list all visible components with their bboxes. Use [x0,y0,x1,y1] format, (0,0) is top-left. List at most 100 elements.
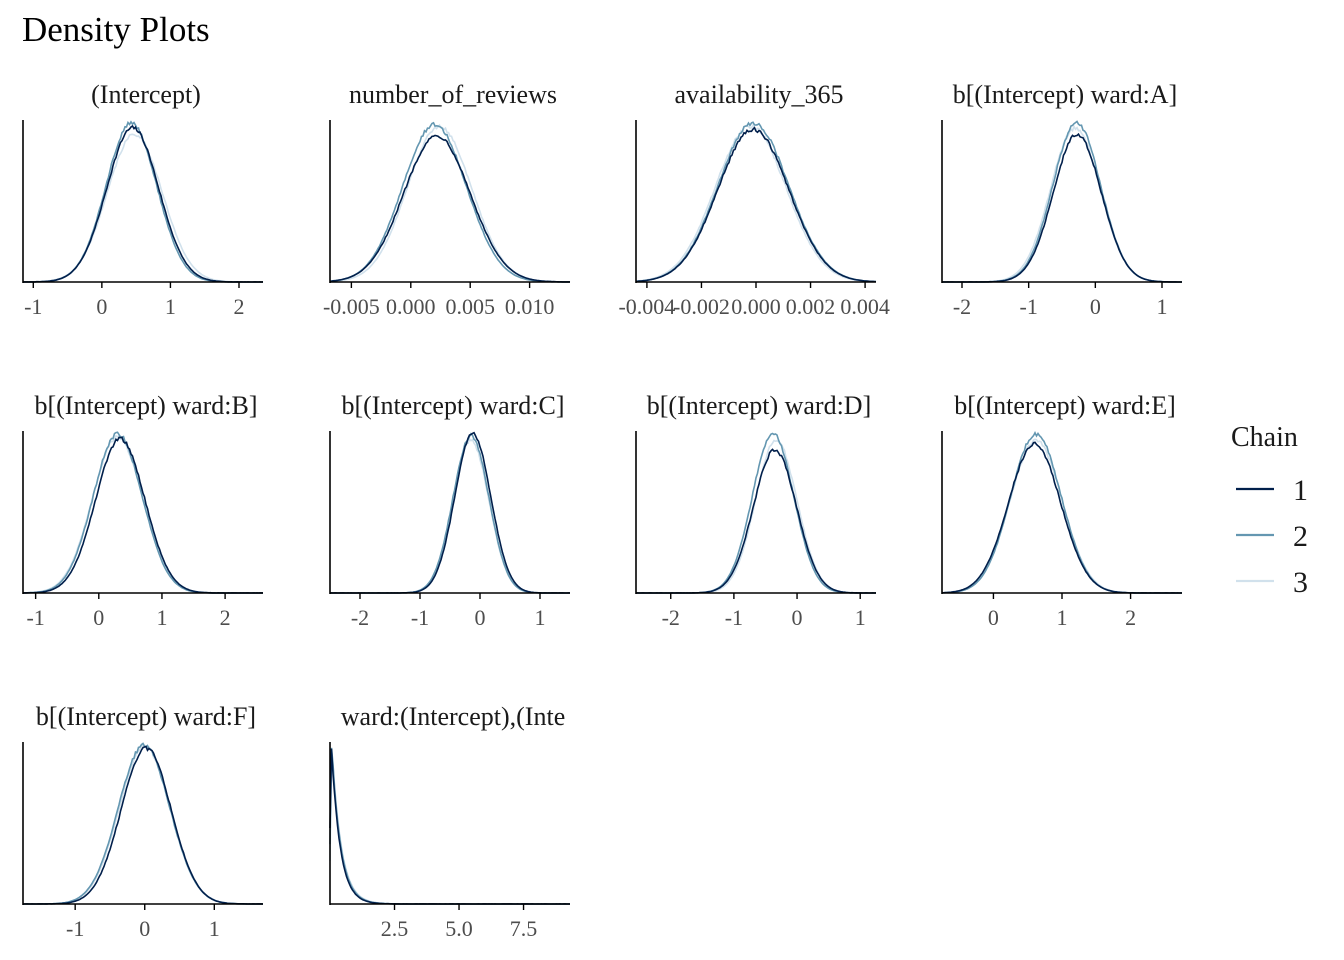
panel-title: b[(Intercept) ward:D] [647,391,872,420]
x-tick-label: -2 [953,294,971,319]
legend-label: 3 [1293,566,1308,599]
x-tick-label: 2 [234,294,245,319]
x-tick-label: 1 [535,605,546,630]
density-line-chain-1 [635,126,877,283]
density-panel: b[(Intercept) ward:B] -1 0 1 2 [22,391,264,630]
density-panel: b[(Intercept) ward:F] -1 0 1 [22,702,264,941]
density-line-chain-1 [941,441,1182,594]
x-tick-label: 0 [139,916,150,941]
x-tick-label: 2.5 [381,916,409,941]
density-line-chain-3 [941,438,1183,594]
panel-title: number_of_reviews [349,80,557,109]
density-line-chain-2 [22,431,264,594]
density-panel: (Intercept) -1 0 1 2 [22,80,264,319]
x-tick-label: 0.000 [731,294,781,319]
panel-title: (Intercept) [91,80,201,109]
x-tick-label: 7.5 [510,916,538,941]
density-line-chain-1 [942,132,1182,283]
x-tick-label: 1 [1057,605,1068,630]
panel-title: b[(Intercept) ward:A] [953,80,1178,109]
panel-title: b[(Intercept) ward:B] [34,391,257,420]
x-tick-label: 1 [165,294,176,319]
x-tick-label: 0 [988,605,999,630]
x-tick-label: 0.004 [840,294,890,319]
density-curves [635,121,877,283]
density-curves [22,431,264,594]
density-curves [329,747,571,905]
density-curves [329,121,571,283]
density-line-chain-1 [635,448,877,594]
x-tick-label: 0 [96,294,107,319]
density-line-chain-2 [635,121,877,283]
x-tick-label: -1 [26,605,44,630]
density-curves [22,120,264,283]
x-tick-label: 0 [792,605,803,630]
panel-title: ward:(Intercept),(Inte [341,702,565,731]
density-line-chain-2 [330,432,571,594]
density-line-chain-2 [941,120,1182,283]
density-line-chain-1 [22,124,264,283]
density-line-chain-3 [22,133,264,283]
density-panel: availability_365 -0.004-0.002 0.000 0.002 0.… [618,80,889,319]
x-tick-label: 1 [209,916,220,941]
density-line-chain-3 [635,123,877,283]
figure-title: Density Plots [22,10,210,49]
x-tick-label: 1 [1157,294,1168,319]
panel-title: b[(Intercept) ward:F] [36,702,256,731]
density-line-chain-3 [635,439,876,594]
panel-title: b[(Intercept) ward:C] [341,391,564,420]
x-tick-label: 0.002 [786,294,836,319]
density-line-chain-1 [329,748,570,905]
legend: Chain 1 2 3 [1231,422,1308,599]
x-tick-label: -1 [411,605,429,630]
density-curves [635,432,877,594]
x-tick-label: -1 [24,294,42,319]
density-line-chain-2 [22,742,263,905]
panel-title: b[(Intercept) ward:E] [954,391,1176,420]
density-line-chain-2 [22,120,264,283]
density-curves [941,431,1183,594]
density-line-chain-2 [329,121,571,283]
x-tick-label: 2 [220,605,231,630]
x-tick-label: -1 [1020,294,1038,319]
x-tick-label: 2 [1125,605,1136,630]
density-line-chain-1 [22,745,264,905]
density-curves [329,431,571,594]
density-panel: ward:(Intercept),(Inte 2.5 5.0 7.5 [329,702,571,941]
density-curves [22,742,264,905]
density-line-chain-1 [22,436,264,594]
legend-label: 2 [1293,520,1308,553]
x-tick-label: 0.005 [445,294,495,319]
density-panel: b[(Intercept) ward:C] -2 -1 0 1 [329,391,571,630]
density-line-chain-2 [636,432,877,594]
density-line-chain-3 [22,434,264,594]
density-line-chain-3 [22,744,264,905]
panel-title: availability_365 [675,80,844,109]
x-tick-label: 0.000 [386,294,436,319]
x-tick-label: 0 [1090,294,1101,319]
density-curves [941,120,1183,283]
legend-title: Chain [1231,422,1298,453]
density-line-chain-1 [329,134,571,283]
density-panel: b[(Intercept) ward:A] -2 -1 0 1 [941,80,1183,319]
x-tick-label: 0.010 [505,294,555,319]
x-tick-label: 0 [475,605,486,630]
x-tick-label: -0.002 [673,294,730,319]
x-tick-label: -2 [662,605,680,630]
x-tick-label: 5.0 [445,916,473,941]
density-line-chain-2 [941,431,1183,594]
legend-label: 1 [1293,474,1308,507]
x-tick-label: -1 [66,916,84,941]
x-tick-label: 1 [156,605,167,630]
x-tick-label: -1 [725,605,743,630]
density-line-chain-2 [329,747,570,905]
x-tick-label: 0 [93,605,104,630]
x-tick-label: -0.005 [323,294,380,319]
density-panel: b[(Intercept) ward:D] -2 -1 0 1 [635,391,877,630]
density-panel: number_of_reviews -0.005 0.000 0.005 0.010 [323,80,571,319]
x-tick-label: -0.004 [618,294,675,319]
x-tick-label: -2 [351,605,369,630]
x-tick-label: 1 [855,605,866,630]
density-panel: b[(Intercept) ward:E] 0 1 2 [941,391,1183,630]
